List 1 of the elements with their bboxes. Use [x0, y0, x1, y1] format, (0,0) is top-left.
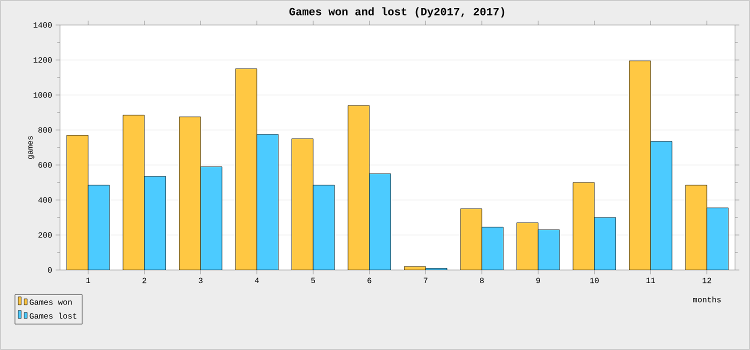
chart-title: Games won and lost (Dy2017, 2017)	[289, 7, 504, 18]
